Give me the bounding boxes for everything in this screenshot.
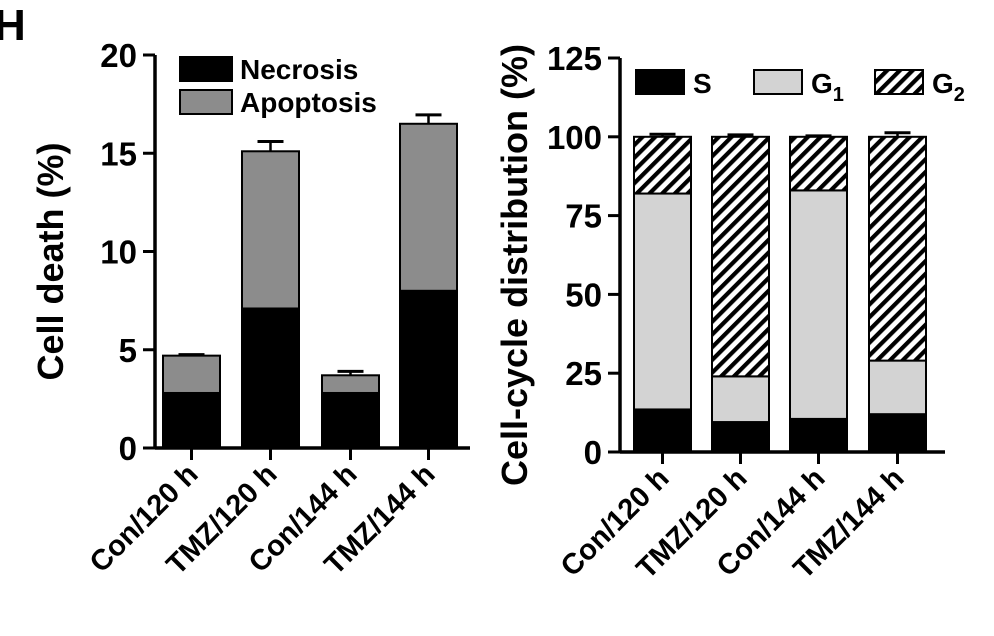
y-tick-label: 20 [100, 37, 137, 74]
y-tick-label: 25 [565, 355, 602, 392]
bar-s-2 [711, 421, 770, 453]
bar-apoptosis-1 [162, 354, 221, 394]
legend-swatch-s [635, 69, 685, 95]
legend-swatch-apoptosis [179, 89, 233, 115]
y-tick-label: 0 [119, 430, 137, 467]
bar-necrosis-3 [321, 391, 380, 450]
bar-necrosis-4 [399, 289, 458, 449]
y-tick-label: 75 [565, 198, 602, 235]
legend-label-s: S [693, 68, 712, 99]
bar-g1-2 [711, 375, 770, 424]
y-tick-label: 10 [100, 234, 137, 271]
bar-g2-3 [789, 135, 848, 192]
bar-necrosis-2 [241, 307, 300, 449]
y-tick-label: 100 [547, 119, 602, 156]
y-tick-label: 5 [119, 332, 137, 369]
legend-label-apoptosis: Apoptosis [240, 87, 377, 118]
y-axis-label: Cell-cycle distribution (%) [494, 44, 535, 486]
bar-g1-3 [789, 189, 848, 420]
bar-s-1 [633, 408, 692, 453]
legend-swatch-g1 [753, 69, 803, 95]
bar-s-3 [789, 417, 848, 453]
legend-swatch-necrosis [179, 56, 233, 82]
bar-g2-2 [711, 135, 770, 378]
bar-apoptosis-4 [399, 122, 458, 292]
bar-g1-1 [633, 192, 692, 411]
bar-g2-1 [633, 135, 692, 195]
y-tick-label: 50 [565, 276, 602, 313]
bar-s-4 [868, 413, 927, 453]
bar-g2-4 [868, 135, 927, 362]
y-tick-label: 125 [547, 40, 602, 77]
legend-label-g2: G2 [932, 68, 965, 106]
legend-label-necrosis: Necrosis [240, 54, 358, 85]
panel-label: H [0, 1, 26, 50]
legend-swatch-g2 [874, 69, 924, 95]
bar-apoptosis-2 [241, 150, 300, 310]
legend-label-g1: G1 [811, 68, 844, 106]
y-tick-label: 15 [100, 135, 137, 172]
y-axis-label: Cell death (%) [30, 142, 71, 380]
y-tick-label: 0 [584, 434, 602, 471]
bar-apoptosis-3 [321, 374, 380, 394]
bar-g1-4 [868, 359, 927, 416]
bar-necrosis-1 [162, 391, 221, 450]
